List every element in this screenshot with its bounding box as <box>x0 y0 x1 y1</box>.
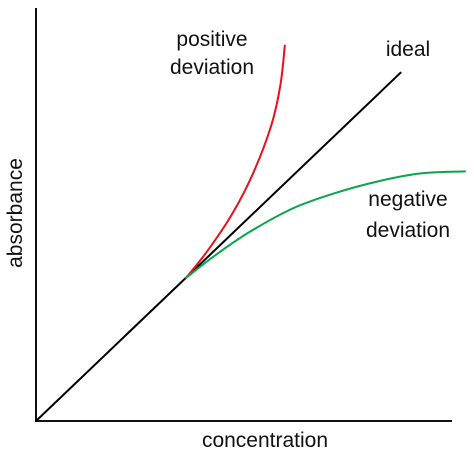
x-axis-label: concentration <box>202 429 328 452</box>
axes <box>35 8 452 422</box>
labels-group: concentration absorbance ideal positive de… <box>4 28 450 452</box>
series-line-positive-deviation <box>185 44 286 279</box>
series-label-positive-deviation: positive deviation <box>170 28 254 79</box>
series-label-ideal: ideal <box>386 38 430 61</box>
y-axis-label: absorbance <box>4 158 27 268</box>
series-label-line: positive <box>176 28 247 51</box>
series-label-line: negative <box>368 188 447 211</box>
series-label-negative-deviation: negative deviation <box>366 188 450 242</box>
series-label-line: deviation <box>366 219 450 242</box>
series-label-line: ideal <box>386 38 430 61</box>
series-group <box>35 44 466 422</box>
series-line-ideal <box>35 71 402 422</box>
series-line-negative-deviation <box>185 170 466 279</box>
series-label-line: deviation <box>170 56 254 79</box>
